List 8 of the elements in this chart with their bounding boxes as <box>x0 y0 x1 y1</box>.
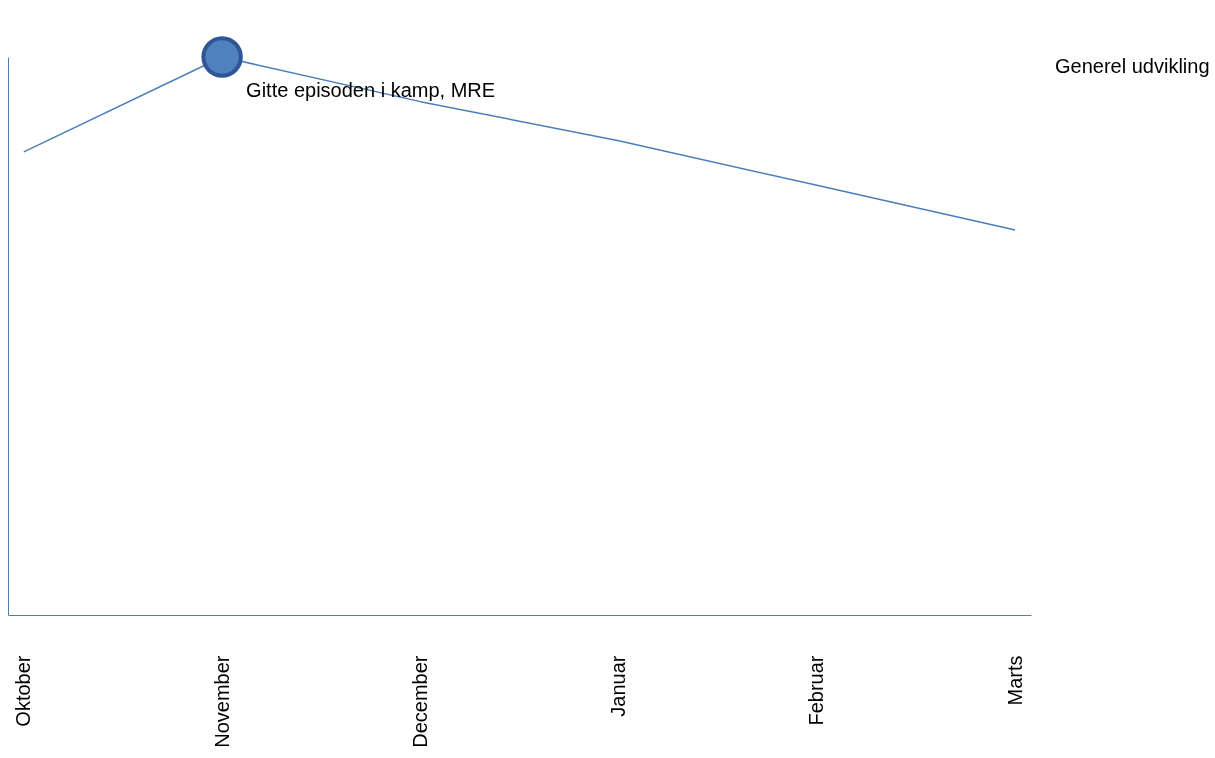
x-tick-label: November <box>210 655 233 748</box>
x-tick-label: Februar <box>805 655 828 726</box>
x-tick-label: Januar <box>607 655 630 717</box>
x-tick-label: Marts <box>1003 655 1026 706</box>
x-tick-label: December <box>408 655 431 748</box>
x-tick-label: Oktober <box>12 655 35 727</box>
annotation: Gitte episoden i kamp, MRE <box>246 79 496 101</box>
text: Generel udvikling <box>1055 55 1210 77</box>
